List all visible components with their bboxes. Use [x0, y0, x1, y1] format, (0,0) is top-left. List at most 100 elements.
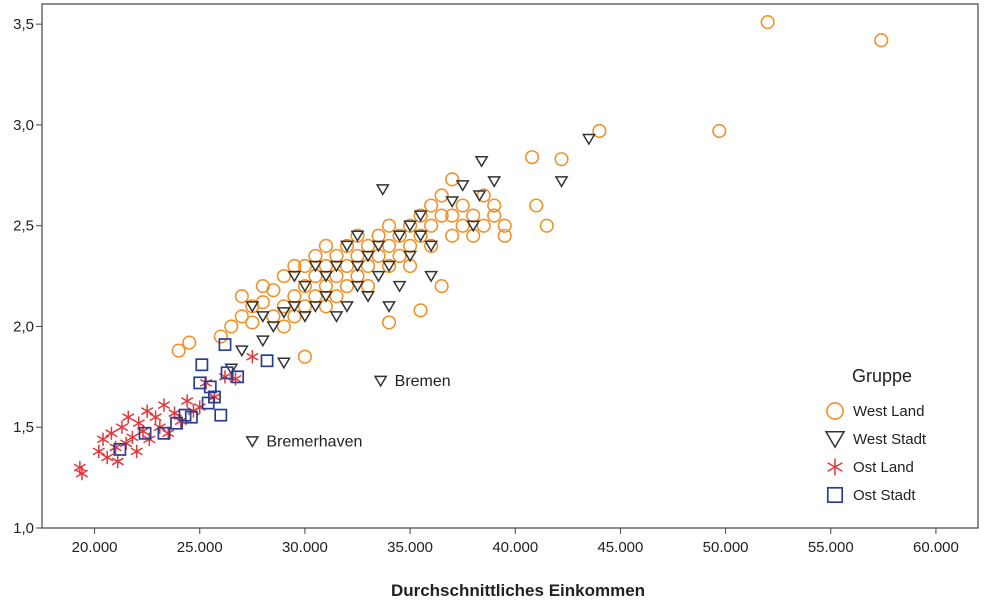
- y-tick-label: 3,0: [13, 117, 34, 134]
- west-land-point: [381, 238, 397, 253]
- west-stadt-point: [350, 230, 365, 243]
- west-land-point: [455, 218, 470, 233]
- west-stadt-point: [266, 321, 281, 333]
- ost-land-point: [122, 410, 135, 424]
- west-stadt-point: [371, 270, 386, 283]
- west-stadt-point: [340, 240, 354, 253]
- west-stadt-point: [340, 301, 354, 313]
- ost-stadt-point: [113, 442, 127, 456]
- legend: Gruppe West Land West Stadt Ost Land Ost St…: [824, 366, 927, 504]
- west-land-point: [266, 283, 281, 298]
- west-stadt-point: [350, 260, 365, 273]
- west-stadt-point: [375, 184, 390, 196]
- west-stadt-point: [287, 270, 302, 283]
- west-land-point: [524, 150, 540, 165]
- west-land-point: [592, 123, 607, 139]
- west-stadt-point: [413, 230, 428, 243]
- west-land-point: [276, 319, 291, 334]
- x-tick-label: 45.000: [597, 539, 643, 556]
- west-stadt-point: [361, 291, 375, 303]
- ost-land-point: [141, 404, 154, 418]
- west-stadt-point: [487, 176, 502, 188]
- west-land-point: [455, 198, 470, 213]
- x-tick-label: 40.000: [492, 539, 538, 556]
- west-land-point: [476, 188, 491, 203]
- west-land-point: [224, 319, 239, 334]
- ost-stadt-point: [157, 426, 171, 440]
- west-stadt-point: [373, 375, 388, 388]
- west-stadt-point: [245, 436, 260, 448]
- legend-label: West Land: [853, 403, 924, 420]
- x-tick-label: 50.000: [703, 539, 749, 556]
- ost-land-point: [180, 394, 194, 408]
- west-stadt-point: [319, 291, 333, 303]
- ost-land-point: [162, 426, 175, 440]
- annotations: Bremen Bremerhaven: [266, 373, 450, 450]
- west-stadt-point: [276, 357, 291, 370]
- west-land-point: [476, 218, 491, 233]
- ost-land-point: [96, 432, 110, 446]
- west-land-point: [329, 289, 344, 304]
- legend-label: Ost Stadt: [853, 487, 916, 504]
- west-stadt-point: [255, 311, 270, 323]
- west-stadt-point: [276, 307, 291, 319]
- west-land-point: [434, 208, 449, 223]
- west-land-point: [760, 15, 775, 30]
- x-tick-label: 30.000: [282, 539, 328, 556]
- ost-land-point: [92, 444, 105, 459]
- west-land-point: [487, 208, 502, 223]
- west-stadt-point: [308, 301, 323, 313]
- west-stadt-point: [445, 196, 460, 209]
- y-tick-label: 2,5: [13, 218, 34, 235]
- ost-land-point: [246, 350, 259, 364]
- west-stadt-point: [319, 270, 333, 283]
- ost-stadt-point: [260, 354, 274, 368]
- west-stadt-point: [371, 240, 386, 253]
- west-land-point: [539, 218, 554, 233]
- west-stadt-point: [554, 176, 569, 188]
- x-axis-label: Durchschnittliches Einkommen: [391, 581, 645, 600]
- x-axis: 20.000 25.000 30.000 35.000 40.000 45.000 50.0…: [72, 528, 959, 556]
- ost-stadt-point: [195, 358, 209, 372]
- west-stadt-point: [403, 250, 418, 263]
- ost-stadt-point: [138, 426, 152, 440]
- legend-marker-ost-land: [827, 458, 843, 476]
- west-land-point: [297, 349, 313, 364]
- west-land-point: [424, 198, 439, 213]
- west-stadt-point: [392, 230, 407, 243]
- west-stadt-point: [224, 363, 239, 376]
- west-stadt-point: [329, 260, 344, 273]
- ost-land-point: [126, 430, 139, 444]
- ost-land-point: [115, 420, 129, 434]
- ost-stadt-point: [170, 416, 184, 430]
- west-stadt-point: [350, 280, 365, 293]
- west-land-point: [234, 309, 249, 324]
- west-land-point: [529, 198, 544, 213]
- west-land-point: [445, 172, 460, 187]
- west-stadt-point: [298, 311, 312, 323]
- annotation-label: Bremerhaven: [266, 433, 362, 450]
- west-stadt-point: [413, 210, 428, 223]
- ost-stadt-point: [208, 390, 221, 404]
- y-tick-label: 1,0: [13, 520, 34, 537]
- legend-marker-west-stadt: [824, 431, 846, 449]
- west-land-point: [712, 123, 727, 139]
- west-stadt-point: [424, 240, 439, 253]
- ost-land-point: [105, 426, 118, 440]
- west-stadt-point: [403, 220, 418, 233]
- west-land-point: [276, 268, 291, 284]
- x-tick-label: 25.000: [177, 539, 223, 556]
- legend-label: West Stadt: [853, 431, 927, 448]
- west-land-point: [487, 198, 502, 213]
- x-tick-label: 60.000: [913, 539, 959, 556]
- ost-stadt-point: [231, 370, 245, 384]
- west-land-point: [874, 33, 889, 48]
- x-tick-label: 55.000: [808, 539, 854, 556]
- west-stadt-point: [455, 180, 470, 192]
- y-axis: 1,0 1,5 2,0 2,5 3,0 3,5: [13, 16, 42, 537]
- west-land-point: [245, 315, 260, 330]
- y-tick-label: 1,5: [13, 419, 34, 436]
- west-stadt-point: [255, 335, 270, 348]
